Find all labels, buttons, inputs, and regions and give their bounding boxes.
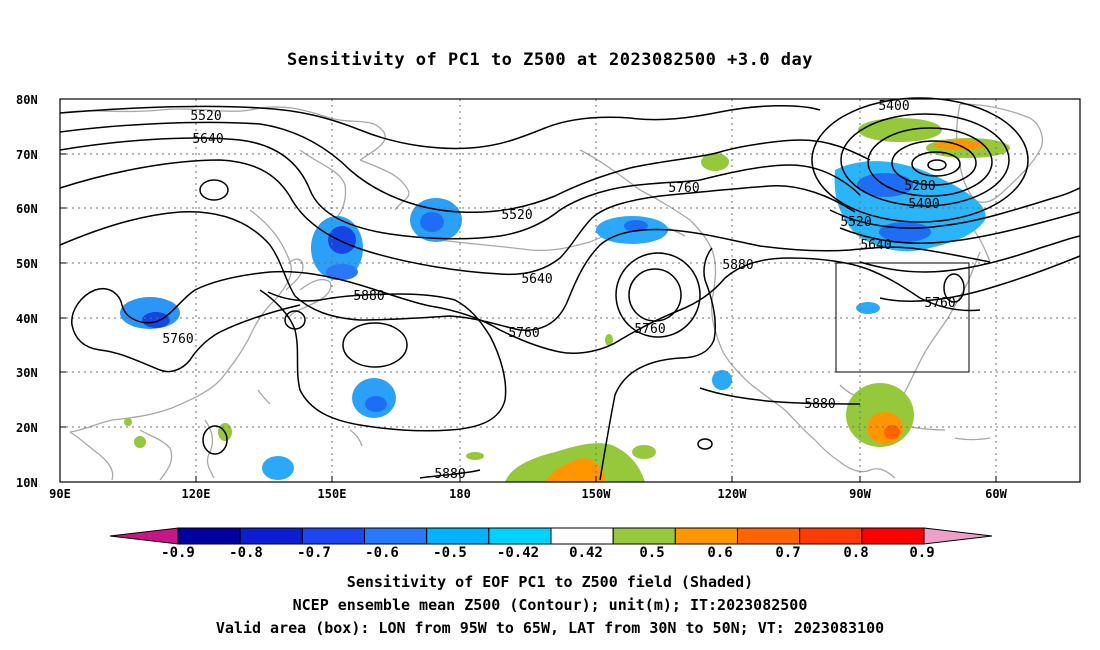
colorbar-label: 0.9 — [909, 545, 934, 561]
lat-label: 10N — [16, 476, 38, 490]
contour-label: 5880 — [353, 289, 384, 304]
contour-label: 5880 — [722, 258, 753, 273]
colorbar-swatch — [239, 527, 303, 545]
colorbar-swatch — [861, 527, 925, 545]
contour-label: 5760 — [162, 332, 193, 347]
lat-label: 70N — [16, 148, 38, 162]
colorbar-swatch — [426, 527, 490, 545]
lon-label: 120E — [182, 487, 211, 501]
contour-label: 5760 — [508, 326, 539, 341]
contour-label: 5760 — [634, 322, 665, 337]
contour-label: 5640 — [521, 272, 552, 287]
contour-label: 5760 — [668, 181, 699, 196]
colorbar-label: 0.6 — [707, 545, 732, 561]
contour-label: 5400 — [908, 197, 939, 212]
caption-line-2: NCEP ensemble mean Z500 (Contour); unit(… — [292, 596, 808, 614]
colorbar-labels: -0.9 -0.8 -0.7 -0.6 -0.5 -0.42 0.42 0.5 … — [161, 545, 935, 561]
lat-label: 60N — [16, 202, 38, 216]
lon-label: 180 — [449, 487, 471, 501]
contour-label: 5400 — [878, 99, 909, 114]
colorbar-swatch — [177, 527, 241, 545]
colorbar-label: -0.7 — [297, 545, 331, 561]
lon-label: 150E — [318, 487, 347, 501]
colorbar-swatch — [737, 527, 801, 545]
colorbar-label: 0.7 — [775, 545, 800, 561]
contour-labels: 5400 5520 5640 5760 5280 5400 5520 5640 … — [162, 99, 955, 482]
colorbar-label: -0.9 — [161, 545, 195, 561]
colorbar — [109, 527, 993, 545]
colorbar-left-arrow — [109, 527, 179, 545]
valid-area-box — [835, 262, 970, 373]
latitude-labels: 80N 70N 60N 50N 40N 30N 20N 10N — [16, 93, 38, 490]
colorbar-label: -0.6 — [365, 545, 399, 561]
lon-label: 120W — [718, 487, 748, 501]
colorbar-swatch — [364, 527, 428, 545]
colorbar-swatch — [799, 527, 863, 545]
contour-label: 5880 — [434, 467, 465, 482]
colorbar-label: 0.8 — [843, 545, 868, 561]
longitude-labels: 90E 120E 150E 180 150W 120W 90W 60W — [49, 487, 1007, 501]
lat-label: 40N — [16, 312, 38, 326]
contour-label: 5640 — [192, 132, 223, 147]
colorbar-label: -0.8 — [229, 545, 263, 561]
contour-label: 5520 — [840, 215, 871, 230]
colorbar-label: 0.42 — [569, 545, 603, 561]
sensitivity-shading — [120, 118, 1010, 482]
map-panel: 5400 5520 5640 5760 5280 5400 5520 5640 … — [59, 97, 1081, 483]
colorbar-swatch — [488, 527, 552, 545]
caption-line-3: Valid area (box): LON from 95W to 65W, L… — [215, 619, 885, 637]
lon-label: 90E — [49, 487, 71, 501]
axis-ticks — [59, 98, 997, 483]
colorbar-swatch — [550, 527, 614, 545]
lat-label: 80N — [16, 93, 38, 107]
colorbar-label: 0.5 — [639, 545, 664, 561]
lat-label: 50N — [16, 257, 38, 271]
lat-label: 30N — [16, 366, 38, 380]
colorbar-swatch — [674, 527, 738, 545]
map-title: Sensitivity of PC1 to Z500 at 2023082500… — [286, 50, 813, 70]
contour-label: 5640 — [860, 238, 891, 253]
contour-label: 5280 — [904, 179, 935, 194]
contour-label: 5880 — [804, 397, 835, 412]
colorbar-swatch — [612, 527, 676, 545]
colorbar-label: -0.5 — [433, 545, 467, 561]
contour-label: 5520 — [501, 208, 532, 223]
map-frame — [59, 98, 1081, 483]
contour-label: 5760 — [924, 296, 955, 311]
caption-line-1: Sensitivity of EOF PC1 to Z500 field (Sh… — [346, 573, 754, 591]
colorbar-label: -0.42 — [497, 545, 539, 561]
lon-label: 150W — [582, 487, 612, 501]
lon-label: 90W — [849, 487, 871, 501]
lon-label: 60W — [985, 487, 1007, 501]
z500-contours — [59, 97, 1081, 481]
colorbar-right-arrow — [923, 527, 993, 545]
lat-label: 20N — [16, 421, 38, 435]
colorbar-swatch — [301, 527, 366, 545]
contour-label: 5520 — [190, 109, 221, 124]
